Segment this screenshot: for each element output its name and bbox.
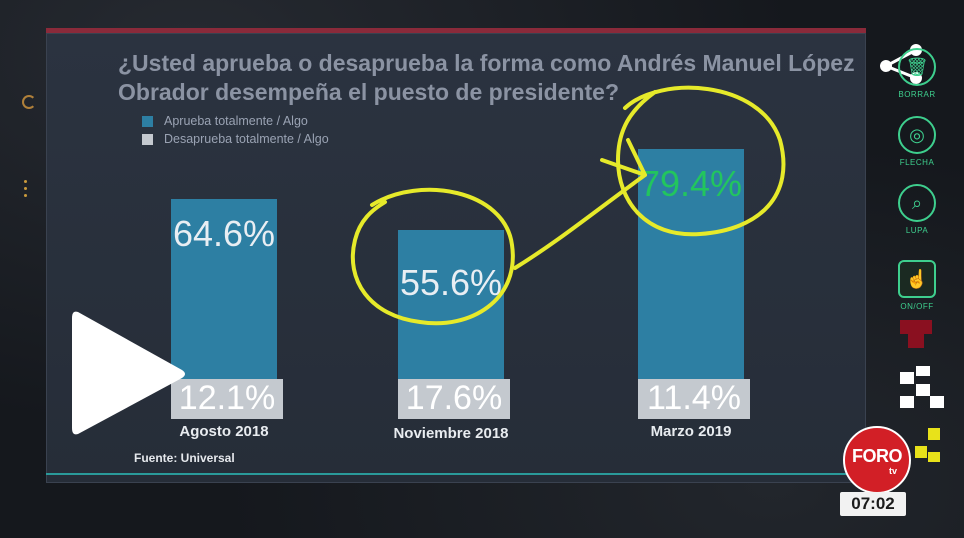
tool-onoff-label: ON/OFF bbox=[900, 302, 934, 311]
bar-label-approve-1: 55.6% bbox=[399, 261, 503, 303]
legend-swatch-disapprove bbox=[142, 133, 153, 145]
forotv-logo: FORO tv bbox=[843, 426, 911, 494]
category-label-2: Marzo 2019 bbox=[650, 423, 732, 440]
bar-label-approve-0: 64.6% bbox=[172, 213, 276, 255]
bar-label-disapprove-1: 17.6% bbox=[398, 379, 510, 419]
tool-borrar[interactable]: 🗑 BORRAR bbox=[895, 48, 939, 99]
category-label-0: Agosto 2018 bbox=[179, 423, 269, 440]
touch-icon: ☝ bbox=[898, 260, 936, 298]
legend-item-disapprove: Desaprueba totalmente / Algo bbox=[142, 131, 329, 147]
play-icon[interactable] bbox=[70, 308, 190, 438]
chart-source: Fuente: Universal bbox=[134, 451, 235, 465]
tool-borrar-label: BORRAR bbox=[898, 90, 936, 99]
loading-spinner-icon bbox=[22, 95, 36, 109]
trash-icon: 🗑 bbox=[898, 48, 936, 86]
screen-accent-line bbox=[46, 473, 866, 475]
more-vertical-icon[interactable] bbox=[24, 180, 28, 201]
tool-onoff[interactable]: ☝ ON/OFF bbox=[895, 260, 939, 311]
tool-lupa[interactable]: ⌕ LUPA bbox=[895, 184, 939, 235]
tool-flecha-label: FLECHA bbox=[899, 158, 935, 167]
chart-legend: Aprueba totalmente / Algo Desaprueba tot… bbox=[142, 113, 329, 149]
magnifier-icon: ⌕ bbox=[898, 184, 936, 222]
bar-label-disapprove-2: 11.4% bbox=[638, 379, 750, 419]
target-icon: ◎ bbox=[898, 116, 936, 154]
chart-title: ¿Usted aprueba o desaprueba la forma com… bbox=[118, 50, 855, 105]
bar-label-disapprove-0: 12.1% bbox=[171, 379, 283, 419]
logo-text: FORO bbox=[852, 446, 903, 466]
category-label-1: Noviembre 2018 bbox=[393, 425, 509, 442]
logo-subtext: tv bbox=[889, 466, 898, 476]
legend-label-approve: Aprueba totalmente / Algo bbox=[164, 114, 308, 128]
broadcast-clock: 07:02 bbox=[840, 492, 906, 516]
legend-label-disapprove: Desaprueba totalmente / Algo bbox=[164, 132, 329, 146]
legend-swatch-approve bbox=[142, 115, 153, 127]
tool-flecha[interactable]: ◎ FLECHA bbox=[895, 116, 939, 167]
legend-item-approve: Aprueba totalmente / Algo bbox=[142, 113, 329, 129]
bar-label-approve-2: 79.4% bbox=[639, 163, 743, 205]
tool-lupa-label: LUPA bbox=[905, 226, 929, 235]
